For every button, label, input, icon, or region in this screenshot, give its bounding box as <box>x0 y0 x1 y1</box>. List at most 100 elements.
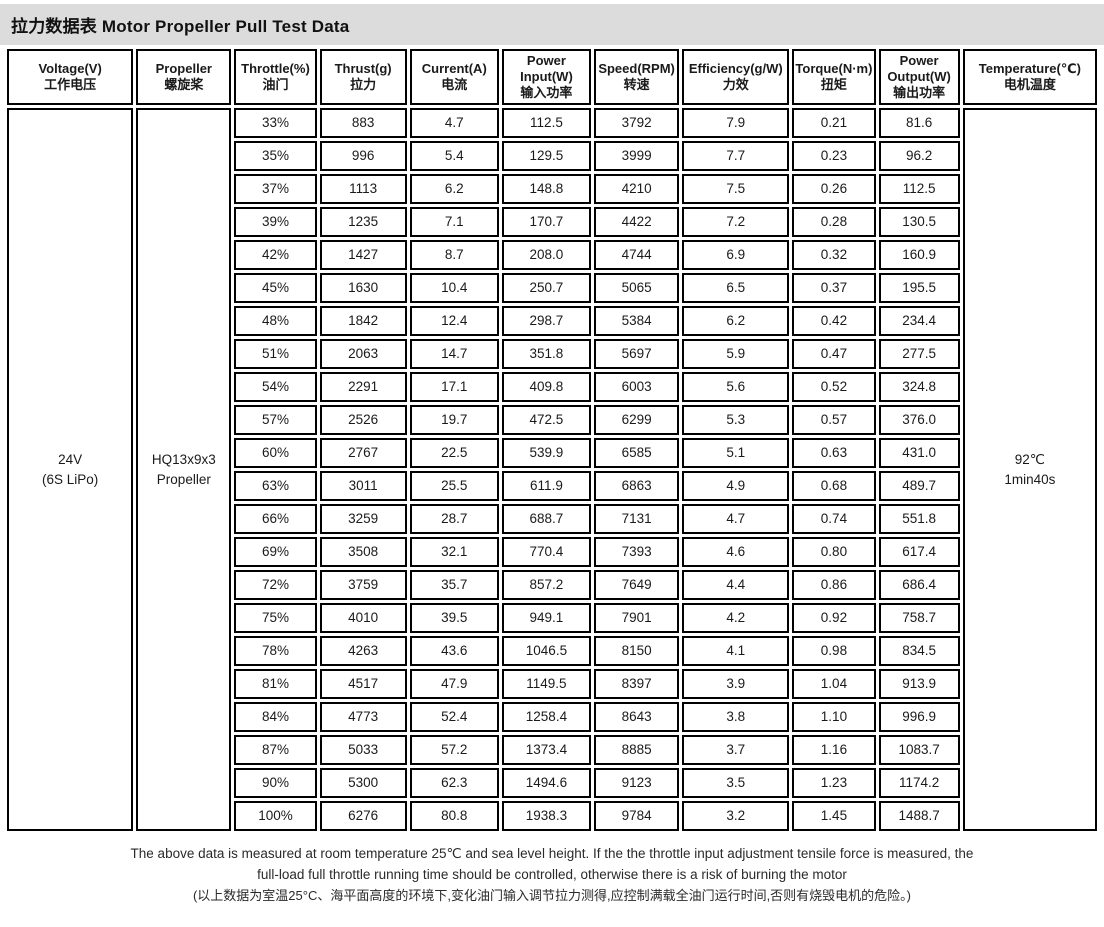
cell-power-input: 770.4 <box>501 537 592 567</box>
cell-efficiency: 5.9 <box>682 339 790 369</box>
col-header-throttle: Throttle(%) 油门 <box>234 49 317 105</box>
cell-power-input: 409.8 <box>501 372 592 402</box>
cell-torque: 0.63 <box>792 438 876 468</box>
cell-torque: 0.23 <box>792 141 876 171</box>
cell-torque: 0.37 <box>792 273 876 303</box>
table-row: 78% 4263 43.6 1046.5 8150 4.1 0.98 834.5 <box>7 636 1097 666</box>
footer-note: The above data is measured at room tempe… <box>0 843 1104 906</box>
cell-power-output: 277.5 <box>878 339 960 369</box>
cell-current: 25.5 <box>409 471 499 501</box>
col-header-efficiency-en: Efficiency(g/W) <box>688 61 783 76</box>
cell-power-input: 1938.3 <box>501 801 592 831</box>
col-header-current-en: Current(A) <box>421 61 487 76</box>
cell-throttle: 35% <box>234 141 317 171</box>
col-header-speed: Speed(RPM) 转速 <box>594 49 680 105</box>
cell-current: 35.7 <box>409 570 499 600</box>
cell-throttle: 84% <box>234 702 317 732</box>
col-header-speed-zh: 转速 <box>623 77 650 92</box>
table-row: 66% 3259 28.7 688.7 7131 4.7 0.74 551.8 <box>7 504 1097 534</box>
cell-throttle: 78% <box>234 636 317 666</box>
cell-efficiency: 7.2 <box>682 207 790 237</box>
cell-throttle: 66% <box>234 504 317 534</box>
cell-power-output: 195.5 <box>878 273 960 303</box>
cell-power-input: 298.7 <box>501 306 592 336</box>
cell-power-output: 996.9 <box>878 702 960 732</box>
cell-thrust: 4263 <box>319 636 407 666</box>
cell-thrust: 2767 <box>319 438 407 468</box>
cell-current: 52.4 <box>409 702 499 732</box>
col-header-power-input-zh: 输入功率 <box>520 85 573 100</box>
cell-speed: 7393 <box>594 537 680 567</box>
cell-thrust: 5300 <box>319 768 407 798</box>
col-header-power-output-zh: 输出功率 <box>893 85 946 100</box>
cell-torque: 0.74 <box>792 504 876 534</box>
cell-power-output: 686.4 <box>878 570 960 600</box>
cell-current: 17.1 <box>409 372 499 402</box>
cell-speed: 8885 <box>594 735 680 765</box>
cell-power-output: 1083.7 <box>878 735 960 765</box>
col-header-throttle-zh: 油门 <box>262 77 289 92</box>
cell-efficiency: 4.7 <box>682 504 790 534</box>
voltage-cell: 24V (6S LiPo) <box>7 108 134 831</box>
cell-power-output: 324.8 <box>878 372 960 402</box>
cell-current: 6.2 <box>409 174 499 204</box>
cell-efficiency: 4.6 <box>682 537 790 567</box>
table-row: 24V (6S LiPo) HQ13x9x3 Propeller 33% 883 4.7 11… <box>7 108 1097 831</box>
col-header-speed-en: Speed(RPM) <box>598 61 675 76</box>
cell-speed: 9123 <box>594 768 680 798</box>
cell-throttle: 37% <box>234 174 317 204</box>
cell-torque: 1.04 <box>792 669 876 699</box>
cell-efficiency: 3.7 <box>682 735 790 765</box>
table-row: 45% 1630 10.4 250.7 5065 6.5 0.37 195.5 <box>7 273 1097 303</box>
col-header-power-output: Power Output(W) 输出功率 <box>878 49 960 105</box>
cell-speed: 3999 <box>594 141 680 171</box>
cell-efficiency: 4.2 <box>682 603 790 633</box>
cell-throttle: 33% <box>234 108 317 138</box>
voltage-cell-line1: 24V <box>58 451 83 467</box>
table-row: 42% 1427 8.7 208.0 4744 6.9 0.32 160.9 <box>7 240 1097 270</box>
cell-torque: 1.10 <box>792 702 876 732</box>
table-row: 54% 2291 17.1 409.8 6003 5.6 0.52 324.8 <box>7 372 1097 402</box>
cell-current: 39.5 <box>409 603 499 633</box>
cell-current: 47.9 <box>409 669 499 699</box>
col-header-voltage: Voltage(V) 工作电压 <box>7 49 134 105</box>
cell-power-output: 81.6 <box>878 108 960 138</box>
cell-current: 28.7 <box>409 504 499 534</box>
cell-efficiency: 5.6 <box>682 372 790 402</box>
table-row: 39% 1235 7.1 170.7 4422 7.2 0.28 130.5 <box>7 207 1097 237</box>
cell-thrust: 1427 <box>319 240 407 270</box>
table-row: 100% 6276 80.8 1938.3 9784 3.2 1.45 1488.7 <box>7 801 1097 831</box>
cell-speed: 6299 <box>594 405 680 435</box>
cell-thrust: 1113 <box>319 174 407 204</box>
cell-current: 43.6 <box>409 636 499 666</box>
cell-thrust: 996 <box>319 141 407 171</box>
cell-thrust: 3259 <box>319 504 407 534</box>
cell-torque: 0.42 <box>792 306 876 336</box>
temperature-cell-line2: 1min40s <box>1004 471 1056 487</box>
cell-efficiency: 6.5 <box>682 273 790 303</box>
cell-current: 19.7 <box>409 405 499 435</box>
page-title: 拉力数据表 Motor Propeller Pull Test Data <box>11 17 350 36</box>
cell-efficiency: 4.1 <box>682 636 790 666</box>
cell-current: 5.4 <box>409 141 499 171</box>
cell-speed: 6863 <box>594 471 680 501</box>
table-row: 72% 3759 35.7 857.2 7649 4.4 0.86 686.4 <box>7 570 1097 600</box>
col-header-power-input-en: Power Input(W) <box>520 53 573 84</box>
col-header-current-zh: 电流 <box>441 77 468 92</box>
table-header-row: Voltage(V) 工作电压 Propeller 螺旋桨 Throttle(%) 油门 T… <box>7 49 1097 105</box>
cell-current: 62.3 <box>409 768 499 798</box>
cell-power-input: 112.5 <box>501 108 592 138</box>
cell-power-output: 617.4 <box>878 537 960 567</box>
cell-speed: 4210 <box>594 174 680 204</box>
cell-speed: 7901 <box>594 603 680 633</box>
temperature-cell: 92℃ 1min40s <box>962 108 1097 831</box>
col-header-propeller-zh: 螺旋桨 <box>164 77 204 92</box>
cell-current: 32.1 <box>409 537 499 567</box>
cell-torque: 1.45 <box>792 801 876 831</box>
cell-current: 8.7 <box>409 240 499 270</box>
cell-thrust: 4517 <box>319 669 407 699</box>
cell-speed: 8643 <box>594 702 680 732</box>
cell-speed: 4744 <box>594 240 680 270</box>
col-header-throttle-en: Throttle(%) <box>241 61 310 76</box>
footer-line-1: The above data is measured at room tempe… <box>130 846 974 861</box>
